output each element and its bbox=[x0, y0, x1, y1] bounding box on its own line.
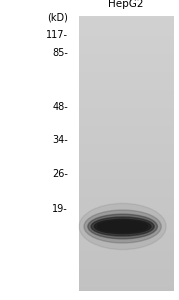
Ellipse shape bbox=[91, 217, 154, 236]
Ellipse shape bbox=[98, 221, 148, 232]
Ellipse shape bbox=[88, 214, 157, 239]
Text: HepG2: HepG2 bbox=[108, 0, 144, 9]
Ellipse shape bbox=[101, 222, 144, 231]
Text: 117-: 117- bbox=[46, 29, 68, 40]
Text: 34-: 34- bbox=[52, 134, 68, 145]
Text: 85-: 85- bbox=[52, 47, 68, 58]
Ellipse shape bbox=[84, 210, 161, 243]
Text: 26-: 26- bbox=[52, 169, 68, 179]
Text: 19-: 19- bbox=[52, 203, 68, 214]
Text: 48-: 48- bbox=[52, 101, 68, 112]
Ellipse shape bbox=[79, 203, 166, 250]
Ellipse shape bbox=[94, 219, 151, 234]
Text: (kD): (kD) bbox=[47, 13, 68, 23]
